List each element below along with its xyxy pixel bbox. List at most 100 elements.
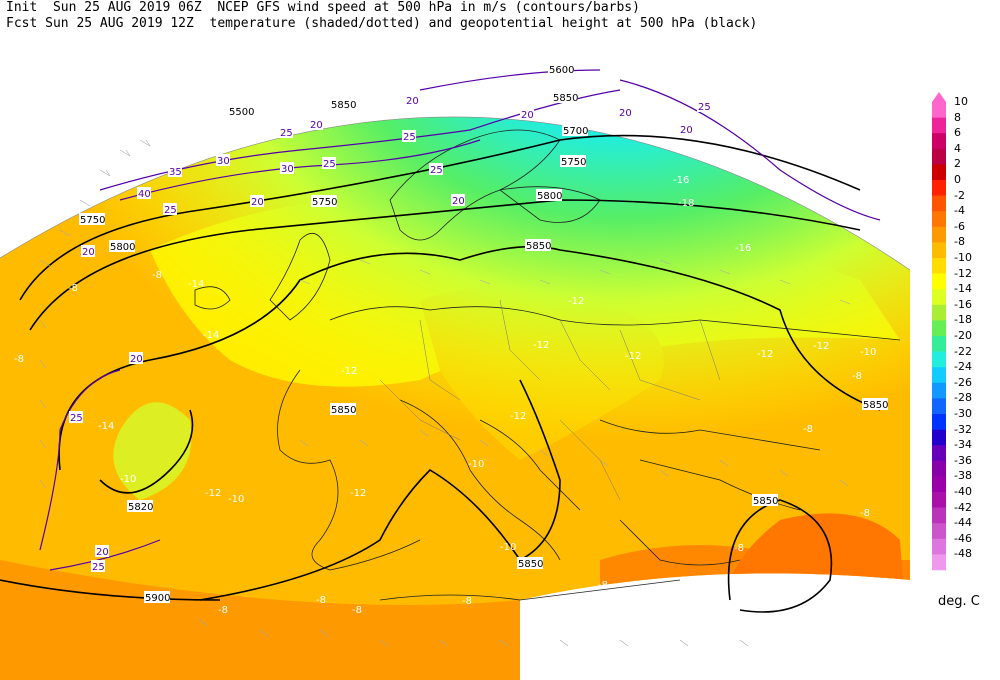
map-label: -10: [120, 474, 136, 485]
map-label: 20: [310, 120, 323, 131]
colorbar-swatch: [932, 304, 946, 321]
label-background: [405, 94, 419, 106]
map-label: -8: [68, 283, 78, 294]
colorbar-swatch: [932, 429, 946, 446]
map-label: -8: [734, 543, 744, 554]
map-label: 25: [323, 159, 336, 170]
map-label: -12: [341, 366, 357, 377]
colorbar-label: 6: [954, 126, 961, 140]
map-label: -12: [757, 349, 773, 360]
label-background: [562, 124, 588, 136]
label-background: [322, 157, 336, 169]
map-label: -8: [152, 270, 162, 281]
map-label: -8: [352, 605, 362, 616]
colorbar-label: -38: [954, 469, 972, 483]
colorbar-label: -36: [954, 453, 972, 467]
map-label: 30: [217, 156, 230, 167]
label-background: [560, 155, 586, 167]
colorbar-swatch: [932, 367, 946, 384]
colorbar-swatch: [932, 258, 946, 274]
colorbar-swatch: [932, 148, 946, 165]
colorbar-swatch: [932, 117, 946, 134]
map-label: 5700: [563, 126, 588, 137]
colorbar-swatch: [932, 133, 946, 150]
colorbar-swatch: [932, 195, 946, 212]
label-background: [163, 203, 177, 215]
label-background: [168, 165, 182, 177]
map-label: 20: [452, 196, 465, 207]
label-background: [311, 195, 337, 207]
label-background: [137, 187, 151, 199]
colorbar-swatch: [932, 164, 946, 181]
colorbar-label: -40: [954, 485, 972, 498]
colorbar-swatch: [932, 507, 946, 524]
label-background: [280, 162, 294, 174]
colorbar-swatch: [932, 398, 946, 415]
label-background: [536, 189, 562, 201]
colorbar-label: -14: [954, 282, 972, 296]
map-label: -8: [14, 354, 24, 365]
label-background: [127, 500, 153, 512]
map-label: 20: [251, 197, 264, 208]
temperature-colorbar: [932, 92, 946, 571]
label-background: [95, 545, 109, 557]
map-label: 5850: [518, 559, 543, 570]
label-background: [279, 126, 293, 138]
map-label: -8: [739, 631, 749, 642]
label-background: [697, 100, 711, 112]
colorbar-label: 8: [954, 110, 961, 124]
map-label: -18: [678, 198, 694, 209]
colorbar-label: 0: [954, 173, 961, 186]
colorbar-label: -4: [954, 204, 965, 218]
map-label: 5850: [331, 405, 356, 416]
label-background: [330, 403, 356, 415]
map-label: 5850: [526, 241, 551, 252]
label-background: [129, 352, 143, 364]
map-label: 5850: [863, 400, 888, 411]
map-label: -16: [735, 243, 751, 254]
map-label: 25: [698, 102, 711, 113]
colorbar-label: -44: [954, 516, 972, 530]
temperature-labels: -12 -12 -12 -12 -12 -10 -8 -12 -12 -10 -12 -14 -14 -1…: [14, 175, 876, 642]
colorbar-swatch: [932, 476, 946, 493]
map-label: 20: [680, 125, 693, 136]
label-background: [79, 213, 105, 225]
label-background: [618, 106, 632, 118]
colorbar-swatch: [932, 180, 946, 196]
colorbar-label: -16: [954, 297, 972, 311]
colorbar-label: -8: [954, 235, 965, 249]
colorbar-label: -18: [954, 313, 972, 327]
map-label: -12: [533, 340, 549, 351]
height-contour-labels: 5850 5700 5750 5750 5800 5850 5800 5750 5850 5850…: [79, 63, 888, 604]
wind-barbs: [39, 139, 851, 647]
map-label: 5500: [229, 107, 254, 118]
colorbar-label: -20: [954, 329, 972, 342]
colorbar-swatch: [932, 336, 946, 352]
map-label: 5800: [110, 242, 135, 253]
label-background: [548, 63, 574, 75]
map-label: 20: [521, 110, 534, 121]
colorbar-label: -42: [954, 500, 972, 514]
map-label: 20: [619, 108, 632, 119]
map-label: -10: [228, 494, 244, 505]
map-label: -8: [218, 605, 228, 616]
colorbar-arrow: [932, 92, 946, 102]
colorbar-label: -30: [954, 407, 972, 420]
label-background: [91, 560, 105, 572]
label-background: [862, 398, 888, 410]
colorbar-swatch: [932, 460, 946, 477]
label-background: [517, 557, 543, 569]
map-label: 5750: [561, 157, 586, 168]
wind-speed-labels: 20 25 25 30 35 30 25 25 40 25 20 20 20 20 25 20 25 25 20 20…: [69, 94, 711, 573]
colorbar-label: -10: [954, 251, 972, 264]
map-label: -12: [205, 488, 221, 499]
label-background: [228, 105, 254, 117]
colorbar-swatch: [932, 414, 946, 430]
label-background: [520, 108, 534, 120]
map-label: 5820: [128, 502, 153, 513]
map-label: 25: [430, 165, 443, 176]
map-label: 20: [130, 354, 143, 365]
label-background: [250, 195, 264, 207]
map-label: 5750: [80, 215, 105, 226]
